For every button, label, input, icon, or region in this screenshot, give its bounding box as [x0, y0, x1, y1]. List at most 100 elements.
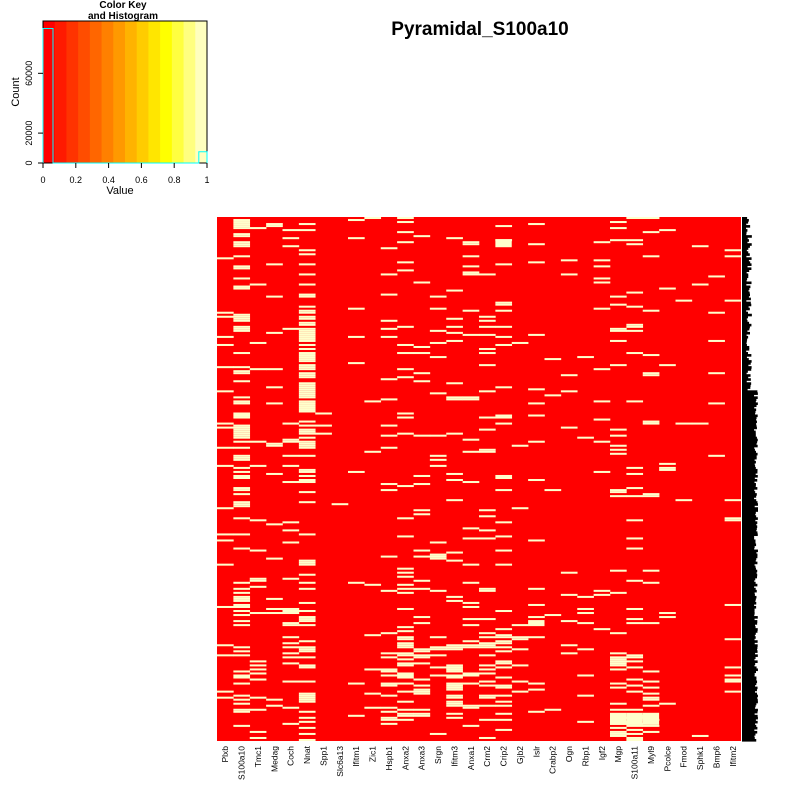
heatmap-cell	[495, 414, 513, 417]
heatmap-cell	[233, 414, 251, 417]
heatmap-cell	[282, 481, 300, 484]
heatmap-cell	[233, 454, 251, 457]
heatmap-cell	[380, 684, 398, 687]
row-label	[742, 295, 749, 299]
heatmap-cell	[479, 509, 496, 512]
heatmap-cell	[479, 537, 496, 540]
column-label: Nnat	[302, 745, 312, 764]
heatmap-cell	[217, 311, 234, 314]
row-label	[742, 644, 758, 647]
heatmap-cell	[479, 448, 496, 451]
heatmap-cell	[380, 668, 398, 671]
heatmap-cell	[233, 446, 251, 449]
heatmap-cell	[298, 223, 316, 226]
heatmap-cell	[610, 227, 627, 230]
heatmap-cell	[462, 624, 480, 627]
row-label	[742, 660, 758, 663]
heatmap-cell	[495, 476, 513, 479]
x-tick-label: 0.2	[70, 175, 83, 185]
heatmap-cell	[298, 317, 316, 320]
heatmap-cell	[233, 603, 251, 606]
heatmap-cell	[577, 595, 594, 598]
row-label	[742, 253, 750, 256]
color-key-band	[101, 21, 114, 163]
heatmap-cell	[610, 239, 627, 242]
row-label	[742, 517, 758, 520]
row-label	[742, 476, 755, 480]
heatmap-cell	[380, 446, 398, 449]
heatmap-cell	[413, 656, 431, 659]
heatmap-cell	[446, 668, 463, 671]
heatmap-cell	[495, 694, 513, 697]
heatmap-cell	[249, 283, 267, 286]
heatmap-cell	[397, 217, 414, 220]
heatmap-cell	[495, 325, 513, 328]
heatmap-cell	[397, 664, 414, 667]
heatmap-cell	[446, 688, 463, 691]
heatmap-cell	[626, 519, 644, 522]
heatmap-cell	[217, 422, 234, 425]
heatmap-cell	[298, 293, 316, 296]
row-label	[742, 656, 756, 659]
row-label	[742, 239, 749, 242]
heatmap-cell	[708, 372, 725, 375]
heatmap-cell	[610, 448, 627, 451]
row-label	[742, 249, 747, 252]
heatmap-cell	[479, 450, 496, 453]
row-label	[742, 519, 756, 522]
column-label: Ifitm2	[728, 746, 738, 767]
heatmap-cell	[626, 728, 644, 731]
heatmap-cell	[233, 614, 251, 617]
heatmap-cell	[610, 730, 627, 733]
row-label	[742, 362, 751, 365]
row-label	[742, 706, 755, 710]
heatmap-cell	[462, 271, 480, 274]
heatmap-cell	[233, 255, 251, 258]
heatmap-cell	[528, 440, 545, 443]
row-label	[742, 432, 756, 436]
row-label	[742, 229, 748, 232]
row-label	[742, 454, 757, 458]
heatmap-cell	[397, 642, 414, 645]
row-label	[742, 654, 758, 657]
heatmap-cell	[233, 372, 251, 375]
heatmap-cell	[413, 684, 431, 687]
heatmap-cell	[462, 396, 480, 399]
color-key-band	[125, 21, 138, 163]
heatmap-cell	[560, 593, 578, 596]
heatmap-cell	[610, 660, 627, 663]
heatmap-cell	[282, 656, 300, 659]
heatmap-cell	[233, 474, 251, 477]
heatmap-cell	[593, 277, 611, 280]
heatmap-cell	[413, 690, 431, 693]
heatmap-cell	[249, 660, 267, 663]
heatmap-cell	[217, 644, 234, 647]
heatmap-cell	[446, 499, 463, 502]
heatmap-cell	[233, 470, 251, 473]
heatmap-cell	[233, 233, 251, 236]
column-label: Crm2	[482, 746, 492, 767]
column-label: Ifitm1	[351, 746, 361, 767]
row-label	[742, 245, 750, 248]
heatmap-cell	[233, 327, 251, 330]
heatmap-cell	[642, 372, 660, 375]
heatmap-cell	[298, 372, 316, 375]
heatmap-cell	[298, 386, 316, 389]
heatmap-cell	[380, 632, 398, 635]
heatmap-cell	[626, 329, 644, 332]
heatmap-cell	[233, 702, 251, 705]
heatmap-cell	[298, 406, 316, 409]
heatmap-cell	[298, 732, 316, 735]
row-label	[742, 563, 755, 567]
heatmap-cell	[610, 495, 627, 498]
row-label	[742, 533, 758, 537]
heatmap-cell	[233, 412, 251, 415]
heatmap-cell	[397, 567, 414, 570]
row-label	[742, 597, 756, 601]
heatmap-cell	[659, 462, 676, 465]
heatmap-cell	[298, 327, 316, 330]
heatmap-cell	[233, 466, 251, 469]
heatmap-cell	[626, 400, 644, 403]
heatmap-cell	[495, 239, 512, 248]
heatmap-cell	[528, 682, 545, 685]
